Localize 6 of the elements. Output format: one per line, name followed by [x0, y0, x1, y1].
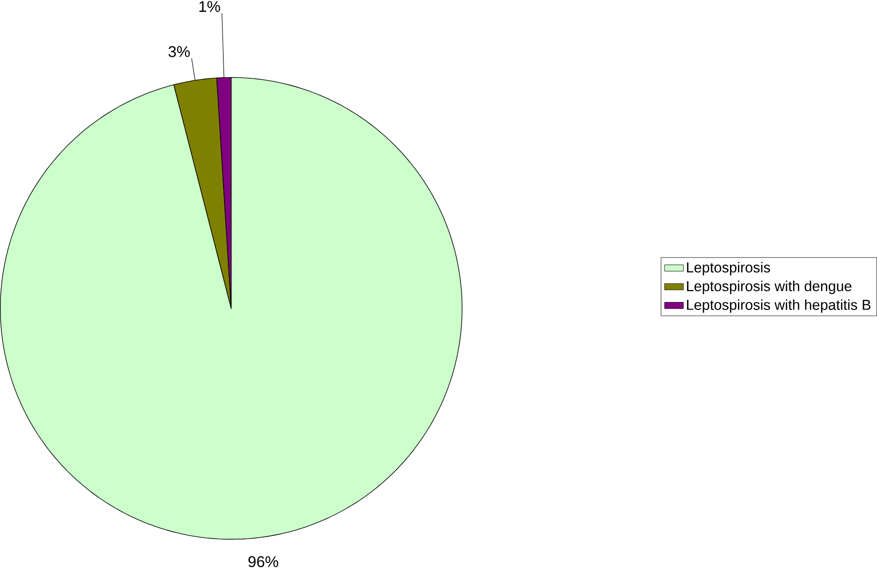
data-label: 3% — [168, 46, 190, 58]
legend-label: Leptospirosis with hepatitis B — [687, 299, 870, 313]
legend-label: Leptospirosis — [687, 262, 770, 276]
data-label: 96% — [248, 556, 278, 568]
legend-label: Leptospirosis with dengue — [687, 280, 852, 294]
data-label: 1% — [199, 1, 220, 12]
